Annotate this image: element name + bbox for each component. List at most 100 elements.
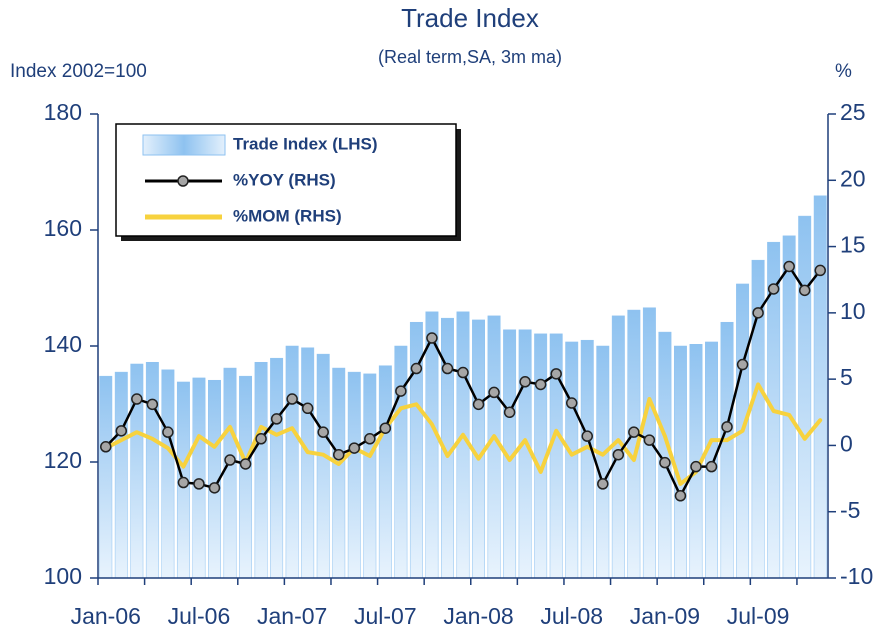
line-marker: [348, 442, 361, 454]
legend-label: %YOY (RHS): [233, 170, 336, 189]
y-tick-label: 180: [44, 99, 82, 125]
line-marker: [472, 398, 485, 411]
line-series: [103, 382, 823, 486]
x-tick-label: Jul-07: [354, 603, 417, 629]
y2-tick-label: 20: [840, 165, 866, 191]
line-marker: [364, 433, 376, 445]
line-marker: [224, 454, 236, 466]
x-tick-label: Jul-09: [727, 603, 790, 629]
line-marker: [736, 358, 749, 371]
bar: [580, 339, 594, 579]
bar: [332, 367, 346, 579]
line-marker: [426, 332, 438, 344]
line-marker: [177, 476, 190, 489]
line-marker: [441, 362, 454, 375]
line-marker: [550, 368, 562, 380]
y-tick-label: 160: [44, 215, 82, 241]
bar: [316, 353, 330, 579]
legend-label: %MOM (RHS): [233, 206, 342, 225]
x-tick-label: Jan-07: [257, 603, 327, 629]
bar: [782, 235, 796, 579]
line-marker: [752, 307, 764, 319]
x-tick-label: Jan-09: [630, 603, 700, 629]
line-marker: [597, 478, 609, 490]
line-marker: [410, 362, 423, 375]
bar: [565, 341, 579, 579]
line-marker: [581, 430, 594, 442]
line-marker: [690, 460, 702, 473]
bar: [223, 367, 237, 579]
bar: [99, 375, 113, 579]
bar: [798, 215, 812, 579]
y2-tick-label: 10: [840, 298, 866, 324]
bar: [161, 369, 175, 579]
bar: [720, 321, 734, 579]
line-marker: [798, 284, 811, 297]
chart-subtitle: (Real term,SA, 3m ma): [378, 47, 562, 67]
y-tick-label: 120: [44, 447, 82, 473]
bar: [425, 311, 439, 579]
line-marker: [565, 397, 578, 409]
line-marker: [379, 422, 392, 434]
bar: [673, 345, 687, 579]
line-marker: [332, 448, 345, 461]
bar: [394, 345, 408, 579]
legend-swatch: [142, 134, 226, 156]
x-tick-label: Jul-06: [168, 603, 231, 629]
chart-title: Trade Index: [401, 3, 539, 33]
line-marker: [193, 478, 205, 490]
line-marker: [395, 385, 407, 397]
line-marker: [674, 490, 687, 502]
y-axis-label: Index 2002=100: [10, 61, 147, 82]
line-marker: [255, 433, 267, 445]
line-marker: [208, 482, 221, 494]
y2-axis-label: %: [835, 61, 852, 82]
line-marker: [705, 460, 718, 473]
line-marker: [317, 426, 329, 438]
line-marker: [612, 448, 625, 461]
line-marker: [519, 376, 531, 388]
y2-tick-label: 5: [840, 364, 853, 390]
bar: [254, 361, 268, 579]
line-marker: [643, 434, 656, 446]
plot-area: 100 120 140 160 180 -10 -5 0 5 10 15 20 25 Jan-06 Jul-…: [44, 99, 874, 629]
bar: [301, 347, 315, 579]
line-marker: [162, 426, 174, 438]
line-marker: [814, 264, 826, 277]
y-tick-label: 140: [44, 331, 82, 357]
line-marker: [100, 441, 112, 453]
line-marker: [503, 406, 516, 419]
line-marker: [286, 393, 298, 405]
line-marker: [146, 398, 159, 411]
line-marker: [767, 283, 780, 295]
bar: [487, 315, 501, 579]
legend: Trade Index (LHS) %YOY (RHS) %MOM (RHS): [115, 123, 461, 241]
line-marker: [301, 402, 314, 415]
x-tick-label: Jan-08: [443, 603, 513, 629]
line-marker: [721, 421, 733, 433]
line-marker: [131, 393, 143, 405]
bar: [596, 345, 610, 579]
bar: [518, 329, 532, 579]
bar: [347, 371, 361, 579]
bar: [114, 371, 128, 579]
bar: [192, 377, 206, 579]
bar: [239, 375, 253, 579]
y2-tick-label: 25: [840, 99, 866, 125]
bar: [285, 345, 299, 579]
line-marker: [457, 366, 469, 379]
bar: [378, 365, 392, 579]
line-marker: [115, 425, 128, 437]
y2-tick-label: -5: [840, 497, 860, 523]
legend-label: Trade Index (LHS): [233, 134, 378, 153]
y2-tick-label: 0: [840, 431, 853, 457]
bar: [813, 195, 827, 579]
line-marker: [783, 260, 795, 273]
y-tick-label: 100: [44, 563, 82, 589]
bar: [145, 361, 159, 579]
bar: [363, 373, 377, 579]
bar: [705, 341, 718, 579]
line-marker: [239, 458, 252, 470]
line-marker: [659, 456, 671, 469]
line-marker: [628, 426, 640, 438]
